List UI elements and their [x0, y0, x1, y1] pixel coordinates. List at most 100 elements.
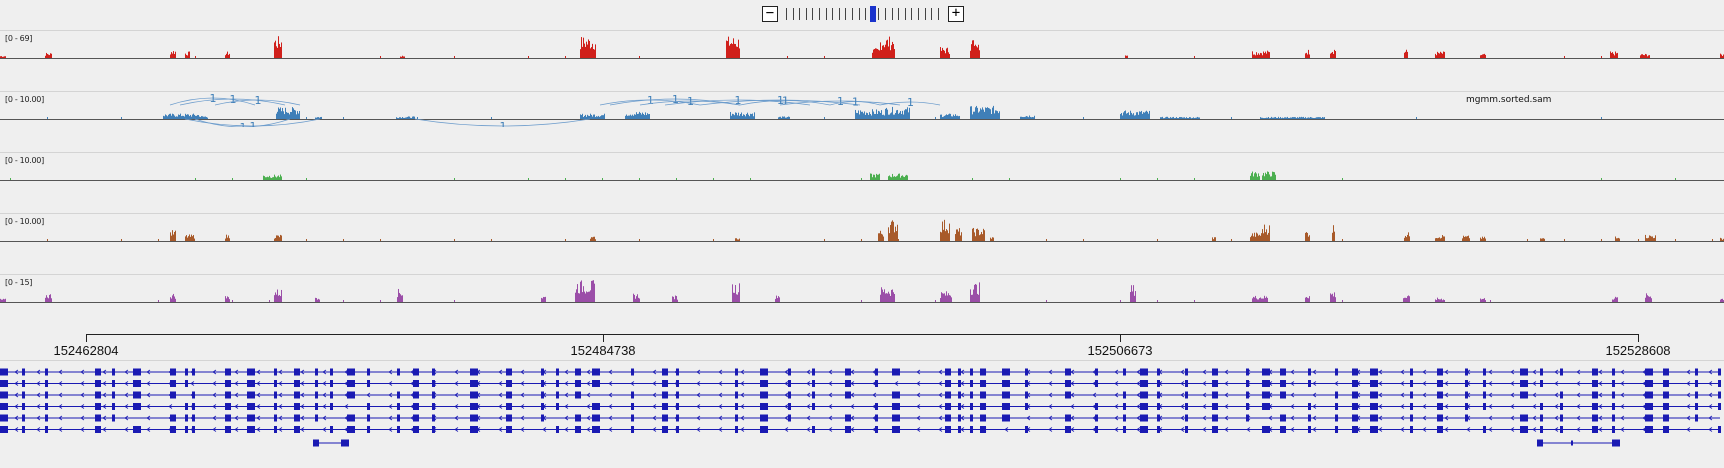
coverage-bar: [281, 289, 282, 302]
coverage-track-3[interactable]: [0 - 10.00]: [0, 154, 1724, 188]
coverage-bar: [1654, 237, 1655, 241]
zoom-level-tick[interactable]: [845, 8, 847, 20]
exon-block: [413, 391, 419, 399]
zoom-level-tick[interactable]: [924, 8, 926, 20]
coverage-bar: [121, 117, 122, 119]
zoom-level-tick[interactable]: [878, 8, 880, 20]
zoom-level-tick[interactable]: [792, 8, 794, 20]
coverage-bar: [893, 114, 894, 119]
strand-arrow: [1004, 404, 1009, 409]
zoom-level-tick[interactable]: [885, 8, 886, 20]
coverage-bar: [1194, 300, 1195, 302]
zoom-level-tick[interactable]: [799, 8, 801, 20]
zoom-level-tick[interactable]: [858, 8, 860, 20]
coverage-bar: [1255, 172, 1256, 180]
coverage-bar: [587, 292, 588, 302]
zoom-level-tick[interactable]: [898, 8, 900, 20]
coverage-bar: [884, 47, 885, 58]
zoom-level-tick[interactable]: [838, 8, 840, 20]
coverage-bar: [1483, 298, 1484, 302]
coverage-bar: [277, 289, 278, 302]
strand-arrow: [1290, 415, 1295, 421]
zoom-level-tick[interactable]: [812, 8, 814, 20]
zoom-out-button[interactable]: −: [762, 6, 778, 22]
coverage-bar: [1032, 116, 1033, 119]
exon-block: [1370, 380, 1378, 387]
zoom-level-tick[interactable]: [911, 8, 913, 20]
ruler-tick-label: 152462804: [53, 343, 119, 358]
coverage-bar: [947, 230, 948, 241]
coverage-bar: [1601, 117, 1602, 119]
zoom-level-tick[interactable]: [918, 8, 919, 20]
coverage-bar: [1618, 237, 1619, 241]
coverage-bar: [1310, 116, 1311, 119]
zoom-level-tick[interactable]: [832, 8, 834, 20]
zoom-level-tick[interactable]: [819, 8, 820, 20]
strand-arrow: [1246, 415, 1251, 421]
coverage-bar: [1272, 117, 1273, 119]
genomic-ruler[interactable]: 152462804 152484738 152506673 152528608: [0, 334, 1724, 360]
coverage-track-5[interactable]: [0 - 15]: [0, 276, 1724, 310]
exon-block: [575, 391, 581, 399]
coverage-bar: [228, 297, 229, 302]
strand-arrow: [1114, 369, 1119, 375]
zoom-level-tick[interactable]: [937, 8, 939, 20]
zoom-slider-thumb[interactable]: [869, 6, 876, 22]
exon-block: [133, 426, 141, 433]
coverage-bar: [983, 109, 984, 119]
coverage-bar: [1269, 52, 1270, 58]
zoom-level-tick[interactable]: [825, 8, 827, 20]
exon-block: [788, 368, 791, 376]
coverage-bar: [1435, 238, 1436, 241]
strand-arrow: [872, 415, 877, 421]
zoom-level-tick[interactable]: [931, 8, 933, 20]
zoom-level-tick[interactable]: [904, 8, 906, 20]
gene-annotation-track[interactable]: [0, 362, 1724, 462]
coverage-track-4[interactable]: [0 - 10.00]: [0, 215, 1724, 249]
strand-arrow: [1554, 369, 1559, 375]
exon-block: [112, 403, 115, 410]
zoom-slider[interactable]: [786, 6, 946, 22]
coverage-track-2[interactable]: 111111111111111 [0 - 10.00] mgmm.sorted.…: [0, 93, 1724, 127]
coverage-bar: [726, 40, 727, 58]
exon-block: [1645, 391, 1653, 399]
strand-arrow: [1444, 369, 1449, 375]
coverage-bar: [318, 117, 319, 119]
zoom-level-tick[interactable]: [805, 8, 807, 20]
coverage-bar: [1170, 117, 1171, 119]
coverage-bar: [292, 107, 293, 119]
strand-arrow: [498, 381, 503, 386]
strand-arrow: [1488, 392, 1493, 398]
zoom-level-tick[interactable]: [786, 8, 787, 20]
exon-block: [1437, 391, 1443, 399]
coverage-bar: [891, 112, 892, 119]
exon-block: [1280, 380, 1286, 387]
strand-arrow: [80, 381, 85, 386]
coverage-bar: [1163, 118, 1164, 119]
zoom-level-tick[interactable]: [891, 8, 893, 20]
coverage-track-1[interactable]: [0 - 69]: [0, 32, 1724, 66]
coverage-bar: [158, 300, 159, 302]
coverage-bar: [1601, 239, 1602, 241]
coverage-bar: [600, 116, 601, 119]
ruler-tick-label: 152506673: [1087, 343, 1153, 358]
coverage-bar: [980, 108, 981, 119]
zoom-level-tick[interactable]: [865, 8, 867, 20]
strand-arrow: [586, 369, 591, 375]
coverage-bar: [278, 295, 279, 302]
zoom-in-button[interactable]: +: [948, 6, 964, 22]
exon-block: [1280, 426, 1286, 433]
exon-block: [1520, 368, 1528, 376]
coverage-bar: [638, 297, 639, 302]
coverage-bar: [729, 45, 730, 58]
strand-arrow: [1136, 381, 1141, 386]
coverage-bar: [950, 113, 951, 119]
coverage-bar: [411, 118, 412, 119]
coverage-bar: [584, 115, 585, 119]
zoom-level-tick[interactable]: [852, 8, 853, 20]
coverage-bar: [1268, 171, 1269, 180]
coverage-bar: [589, 291, 590, 302]
strand-arrow: [1422, 427, 1427, 432]
coverage-bar: [592, 237, 593, 241]
coverage-bar: [855, 109, 856, 119]
